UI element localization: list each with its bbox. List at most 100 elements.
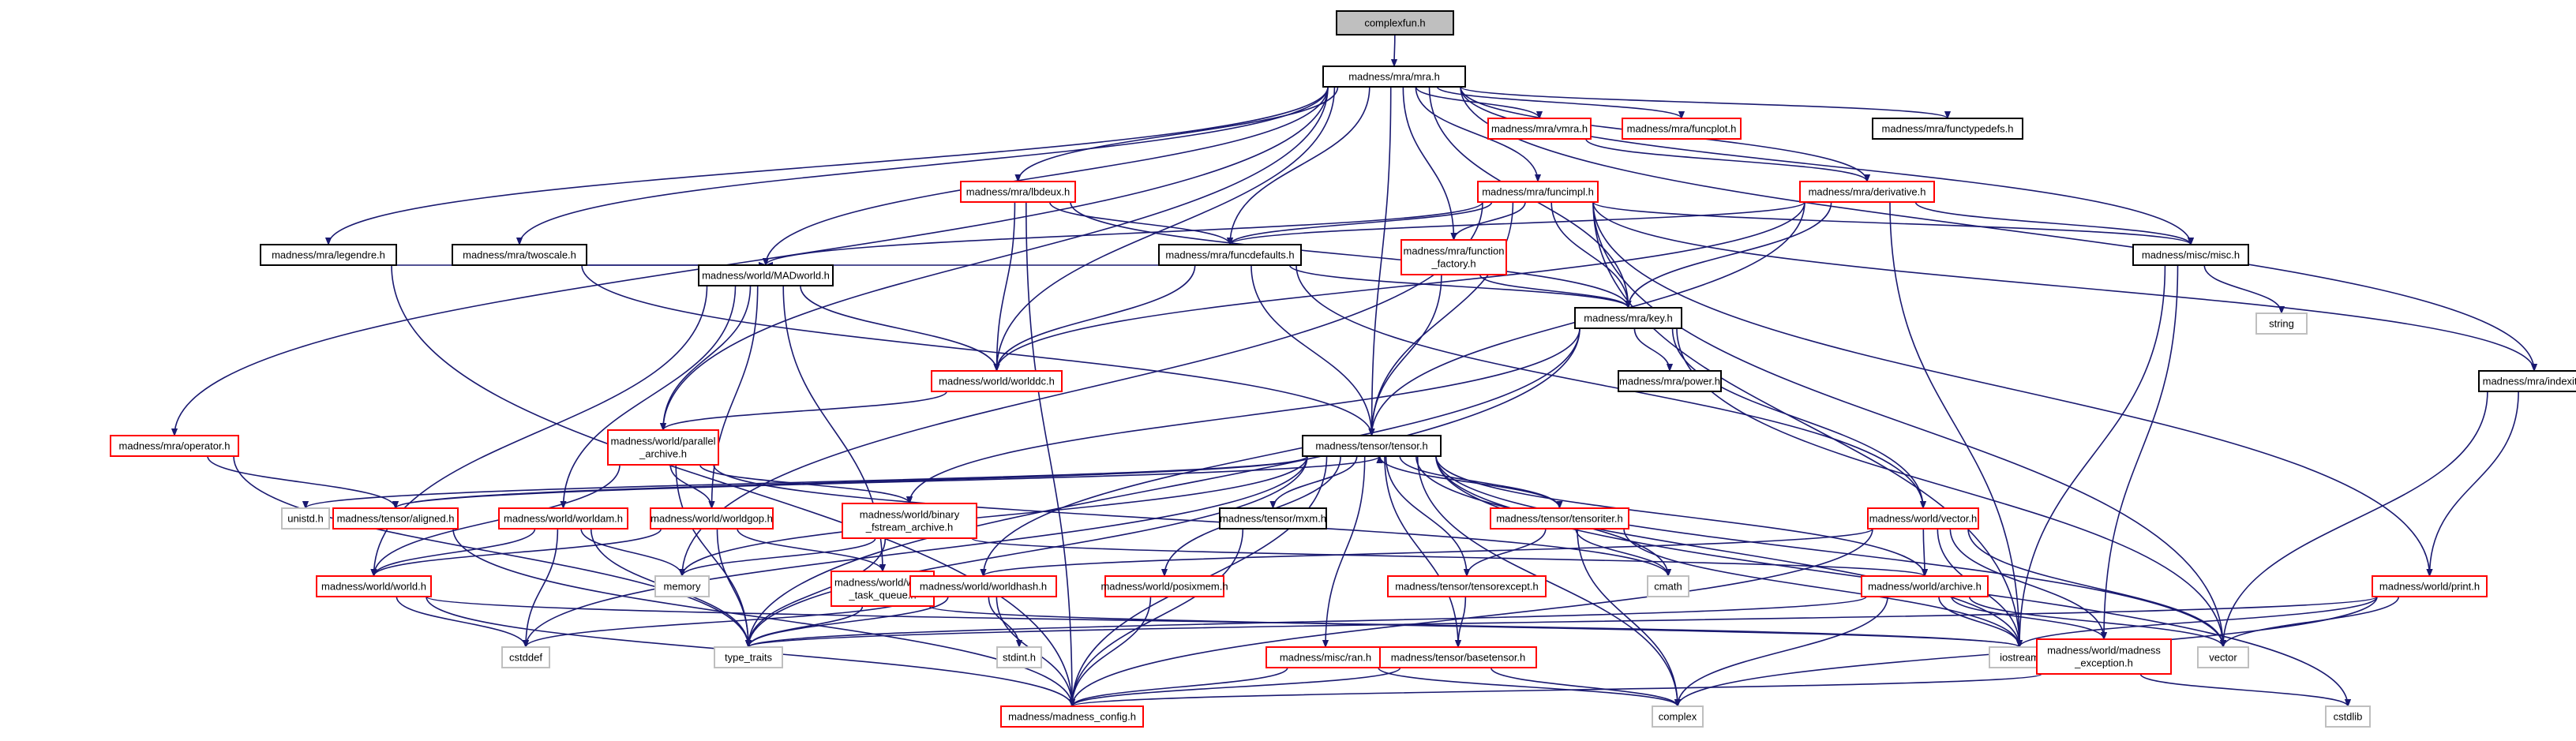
node-box-posixmem	[1104, 575, 1224, 597]
edge-binary_fstream-to-memory	[682, 537, 876, 577]
node-box-vmra	[1487, 118, 1592, 140]
edge-key-to-worldhash	[984, 327, 1580, 576]
node-label-string-0: string	[2269, 318, 2294, 330]
node-lbdeux[interactable]: madness/mra/lbdeux.h	[960, 181, 1076, 203]
node-label-archive-0: madness/world/archive.h	[1868, 581, 1982, 593]
node-cstddef: cstddef	[501, 646, 550, 668]
node-label-mra-0: madness/mra/mra.h	[1348, 71, 1440, 83]
node-box-memory	[654, 575, 710, 597]
node-vector_h[interactable]: madness/world/vector.h	[1867, 507, 1979, 530]
node-label-key-0: madness/mra/key.h	[1584, 312, 1672, 324]
node-misc[interactable]: madness/misc/misc.h	[2132, 244, 2249, 266]
node-label-function_factory-1: _factory.h	[1430, 258, 1475, 270]
edge-funcimpl-to-indexit	[1592, 201, 2534, 371]
node-derivative[interactable]: madness/mra/derivative.h	[1799, 181, 1935, 203]
edge-tensor-to-memory	[682, 455, 1308, 576]
node-mra[interactable]: madness/mra/mra.h	[1322, 65, 1466, 88]
node-power[interactable]: madness/mra/power.h	[1618, 370, 1722, 392]
edge-tensor-to-iostream	[1435, 455, 2019, 647]
node-box-functypedefs	[1872, 118, 2023, 140]
node-box-cstdlib	[2325, 705, 2371, 728]
node-box-worlddc	[931, 370, 1063, 392]
edge-key-to-power	[1633, 327, 1670, 372]
edge-mra-to-funcplot	[1436, 86, 1682, 119]
edge-madworld-to-worlddc	[800, 285, 997, 372]
node-worlddc[interactable]: madness/world/worlddc.h	[931, 370, 1063, 392]
edge-mra-to-madworld	[766, 86, 1329, 265]
edge-parallel_archive-to-world_h	[374, 464, 621, 576]
node-box-mra	[1322, 65, 1466, 88]
edge-derivative-to-iostream	[1889, 201, 2019, 647]
node-twoscale[interactable]: madness/mra/twoscale.h	[452, 244, 587, 266]
node-funcdefaults[interactable]: madness/mra/funcdefaults.h	[1158, 244, 1302, 266]
node-aligned[interactable]: madness/tensor/aligned.h	[332, 507, 459, 530]
node-label-tensoriter-0: madness/tensor/tensoriter.h	[1496, 513, 1622, 525]
node-mxm[interactable]: madness/tensor/mxm.h	[1219, 507, 1327, 530]
edge-lbdeux-to-worlddc	[997, 201, 1016, 371]
node-label-memory-0: memory	[664, 581, 701, 593]
node-tensorexcept[interactable]: madness/tensor/tensorexcept.h	[1387, 575, 1547, 597]
edge-tensor-to-archive	[1435, 455, 1925, 576]
node-madworld[interactable]: madness/world/MADworld.h	[698, 264, 834, 286]
edge-tensoriter-to-tensor	[1380, 455, 1561, 509]
edge-worldam-to-world_h	[374, 528, 536, 577]
edge-funcdefaults-to-tensor	[1251, 264, 1372, 436]
node-box-vector	[2197, 646, 2249, 668]
node-madness_exception[interactable]: madness/world/madness_exception.h	[2036, 638, 2172, 675]
node-tensoriter[interactable]: madness/tensor/tensoriter.h	[1490, 507, 1629, 530]
node-archive[interactable]: madness/world/archive.h	[1861, 575, 1989, 597]
edge-print-to-type_traits	[748, 596, 2378, 648]
node-tensor[interactable]: madness/tensor/tensor.h	[1302, 435, 1442, 457]
edge-key-to-binary_fstream	[909, 327, 1580, 503]
node-binary_fstream[interactable]: madness/world/binary_fstream_archive.h	[842, 503, 977, 539]
node-worldhash[interactable]: madness/world/worldhash.h	[909, 575, 1057, 597]
edge-madworld-to-parallel_archive	[663, 285, 752, 430]
edge-tensoriter-to-iostream	[1623, 528, 2019, 647]
node-box-madness_exception	[2036, 638, 2172, 675]
node-functypedefs[interactable]: madness/mra/functypedefs.h	[1872, 118, 2023, 140]
node-complexfun[interactable]: complexfun.h	[1336, 10, 1454, 36]
node-worldgop[interactable]: madness/world/worldgop.h	[650, 507, 774, 530]
node-box-legendre	[260, 244, 397, 266]
node-box-print	[2372, 575, 2488, 597]
node-ran[interactable]: madness/misc/ran.h	[1266, 646, 1385, 668]
node-box-basetensor	[1379, 646, 1537, 668]
node-vmra[interactable]: madness/mra/vmra.h	[1487, 118, 1592, 140]
node-key[interactable]: madness/mra/key.h	[1574, 307, 1682, 329]
node-legendre[interactable]: madness/mra/legendre.h	[260, 244, 397, 266]
dependency-edges	[174, 34, 2534, 707]
edge-funcimpl-to-print	[1592, 201, 2430, 576]
edge-archive-to-iostream	[1938, 596, 2019, 648]
edge-tensoriter-to-complex	[1577, 528, 1678, 706]
node-box-mxm	[1219, 507, 1327, 530]
node-label-vmra-0: madness/mra/vmra.h	[1491, 123, 1588, 135]
edge-worldam-to-cstddef	[526, 528, 559, 647]
node-worldam[interactable]: madness/world/worldam.h	[498, 507, 628, 530]
node-label-parallel_archive-0: madness/world/parallel	[611, 436, 716, 447]
node-label-twoscale-0: madness/mra/twoscale.h	[463, 249, 576, 261]
node-print[interactable]: madness/world/print.h	[2372, 575, 2488, 597]
node-funcplot[interactable]: madness/mra/funcplot.h	[1622, 118, 1742, 140]
edge-derivative-to-funcdefaults	[1230, 201, 1805, 245]
node-madness_config[interactable]: madness/madness_config.h	[1000, 705, 1144, 728]
edge-funcdefaults-to-key	[1288, 264, 1629, 309]
node-box-key	[1574, 307, 1682, 329]
node-funcimpl[interactable]: madness/mra/funcimpl.h	[1477, 181, 1599, 203]
node-label-stdint-0: stdint.h	[1003, 652, 1036, 664]
node-box-parallel_archive	[607, 429, 719, 466]
node-box-binary_fstream	[842, 503, 977, 539]
node-function_factory[interactable]: madness/mra/function_factory.h	[1400, 239, 1507, 275]
node-box-aligned	[332, 507, 459, 530]
node-label-madness_config-0: madness/madness_config.h	[1008, 711, 1136, 723]
node-label-tensorexcept-0: madness/tensor/tensorexcept.h	[1395, 581, 1538, 593]
node-operator[interactable]: madness/mra/operator.h	[110, 435, 239, 457]
node-basetensor[interactable]: madness/tensor/basetensor.h	[1379, 646, 1537, 668]
node-world_h[interactable]: madness/world/world.h	[316, 575, 432, 597]
node-posixmem[interactable]: madness/world/posixmem.h	[1101, 575, 1228, 597]
node-box-twoscale	[452, 244, 587, 266]
edge-tensor-to-vector	[1435, 455, 2223, 647]
node-indexit[interactable]: madness/mra/indexit.h	[2478, 370, 2576, 392]
edge-lbdeux-to-key	[1070, 201, 1629, 309]
edge-tensoriter-to-tensorexcept	[1467, 528, 1547, 577]
node-parallel_archive[interactable]: madness/world/parallel_archive.h	[607, 429, 719, 466]
